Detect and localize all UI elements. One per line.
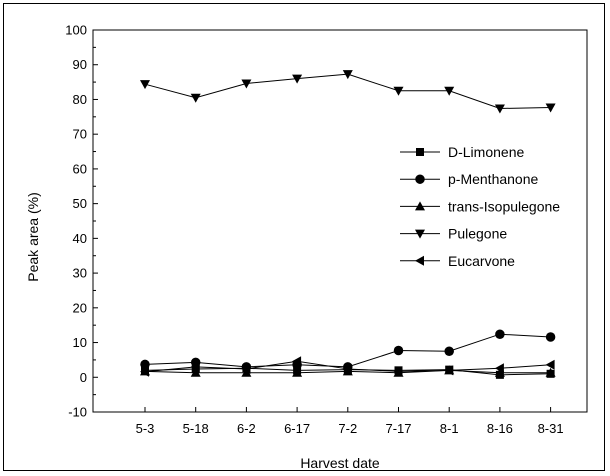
legend-label: Pulegone — [448, 226, 507, 242]
data-point-pulegone — [545, 103, 556, 113]
data-point-trans-isopulegone — [494, 367, 505, 377]
data-point-pulegone — [241, 79, 252, 89]
legend-item-eucarvone: Eucarvone — [400, 253, 515, 269]
legend-marker — [415, 201, 425, 211]
x-tick-label: 7-2 — [338, 421, 357, 436]
y-tick-label: 60 — [73, 161, 87, 176]
x-tick-label: 6-17 — [284, 421, 310, 436]
legend-label: p-Menthanone — [448, 171, 539, 187]
data-point-eucarvone — [190, 361, 200, 372]
data-point-trans-isopulegone — [292, 367, 303, 377]
data-point-pulegone — [190, 93, 201, 103]
y-tick-label: 90 — [73, 57, 87, 72]
x-tick-label: 6-2 — [237, 421, 256, 436]
data-point-pulegone — [444, 86, 455, 96]
x-tick-label: 8-1 — [440, 421, 459, 436]
x-tick-label: 5-3 — [136, 421, 155, 436]
y-tick-label: 70 — [73, 127, 87, 142]
series-pulegone — [140, 70, 556, 114]
series-line-pulegone — [144, 73, 551, 109]
legend-marker — [415, 229, 425, 239]
chart-frame — [3, 3, 605, 471]
y-tick-label: 100 — [65, 23, 87, 38]
data-point-pulegone — [140, 80, 150, 90]
data-point-p-menthanone — [495, 329, 505, 339]
legend-label: trans-Isopulegone — [448, 198, 560, 214]
data-point-p-menthanone — [444, 346, 454, 356]
x-tick-label: 8-16 — [487, 421, 513, 436]
x-tick-label: 5-18 — [183, 421, 209, 436]
data-point-pulegone — [393, 86, 404, 96]
plot-area-border — [92, 29, 588, 413]
y-tick-label: 30 — [73, 266, 87, 281]
legend-marker — [415, 255, 424, 266]
series-line-p-menthanone — [144, 333, 551, 368]
y-tick-label: 0 — [80, 370, 87, 385]
data-point-pulegone — [292, 74, 303, 84]
data-point-eucarvone — [545, 359, 555, 370]
series-p-menthanone — [140, 329, 556, 372]
series-layer — [140, 70, 556, 379]
legend-label: D-Limonene — [448, 144, 524, 160]
y-tick-label: 20 — [73, 300, 87, 315]
data-point-eucarvone — [292, 356, 302, 367]
data-point-p-menthanone — [393, 345, 404, 356]
x-tick-label: 7-17 — [385, 421, 411, 436]
data-point-eucarvone — [393, 366, 403, 377]
y-tick-label: 80 — [73, 92, 87, 107]
legend-item-pulegone: Pulegone — [400, 226, 507, 242]
legend-item-trans-isopulegone: trans-Isopulegone — [400, 198, 560, 214]
y-tick-label: -10 — [68, 405, 87, 420]
data-point-pulegone — [342, 70, 353, 80]
data-point-eucarvone — [342, 363, 352, 374]
data-point-pulegone — [494, 104, 505, 114]
data-point-eucarvone — [444, 365, 454, 376]
legend-item-d-limonene: D-Limonene — [400, 144, 524, 160]
data-point-p-menthanone — [140, 359, 150, 370]
data-point-p-menthanone — [545, 332, 556, 342]
legend-item-p-menthanone: p-Menthanone — [400, 171, 539, 187]
legend-marker — [415, 174, 425, 184]
x-tick-label: 8-31 — [538, 421, 564, 436]
data-point-eucarvone — [241, 363, 251, 374]
data-point-trans-isopulegone — [241, 367, 252, 377]
x-axis-title: Harvest date — [300, 455, 380, 471]
y-axis-title: Peak area (%) — [25, 192, 41, 281]
legend-label: Eucarvone — [448, 253, 515, 269]
data-point-eucarvone — [140, 366, 149, 377]
y-tick-label: 50 — [73, 196, 87, 211]
data-point-eucarvone — [494, 363, 504, 374]
data-point-trans-isopulegone — [545, 367, 556, 377]
legend: D-Limonene p-Menthanone trans-Isopulegone P… — [400, 144, 560, 269]
legend-marker — [416, 148, 424, 156]
y-tick-label: 10 — [73, 335, 87, 350]
y-tick-label: 40 — [73, 231, 87, 246]
data-point-trans-isopulegone — [190, 367, 201, 377]
series-eucarvone — [140, 356, 555, 377]
axes: -10 0 10 20 30 40 50 60 70 80 90 100 5-3 5-18 6-2 6-17 7… — [65, 23, 588, 436]
